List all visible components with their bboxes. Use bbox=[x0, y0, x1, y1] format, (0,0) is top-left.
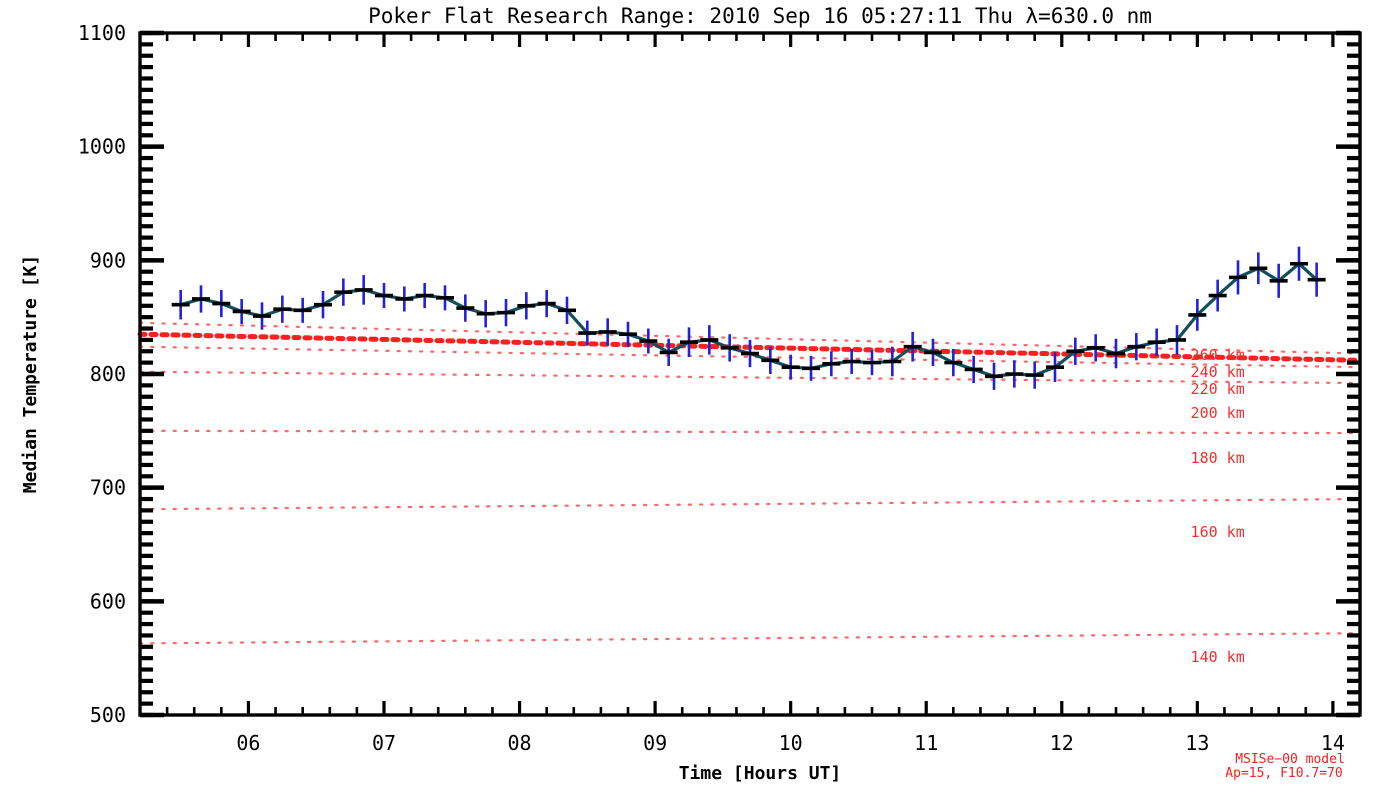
model-curve-180-km bbox=[138, 429, 1362, 435]
plot-frame bbox=[138, 31, 1362, 717]
model-curve-label-220-km: 220 km bbox=[1191, 380, 1245, 398]
error-bars bbox=[179, 246, 1318, 390]
y-tick-label: 500 bbox=[90, 703, 126, 727]
x-tick-label: 06 bbox=[236, 731, 260, 755]
msis-model-curves bbox=[137, 321, 1363, 645]
x-tick-label: 11 bbox=[914, 731, 938, 755]
x-tick-label: 08 bbox=[508, 731, 532, 755]
y-tick-label: 900 bbox=[90, 248, 126, 272]
axes-layer bbox=[138, 30, 1362, 718]
model-curve-220-km bbox=[138, 345, 1362, 369]
tick-label-layer: 06 07 08 09 10 11 12 13 14 500 600 700 800 900 1000 110… bbox=[78, 21, 1345, 755]
model-curve-label-200-km: 200 km bbox=[1191, 404, 1245, 422]
y-axis-label: Median Temperature [K] bbox=[20, 255, 41, 493]
series-line bbox=[179, 262, 1319, 378]
x-tick-label: 09 bbox=[643, 731, 667, 755]
model-curve-label-240-km: 240 km bbox=[1191, 363, 1245, 381]
x-tick-label: 14 bbox=[1321, 731, 1345, 755]
x-tick-label: 12 bbox=[1050, 731, 1074, 755]
model-curve-label-260-km: 260 km bbox=[1191, 346, 1245, 364]
x-tick-label: 07 bbox=[372, 731, 396, 755]
model-curve-200-km bbox=[138, 370, 1362, 385]
series-0 bbox=[171, 246, 1326, 390]
model-curve-label-180-km: 180 km bbox=[1191, 449, 1245, 467]
data-series-layer bbox=[171, 246, 1326, 390]
x-tick-label: 13 bbox=[1185, 731, 1209, 755]
model-curve-label-160-km: 160 km bbox=[1191, 523, 1245, 541]
y-tick-label: 1100 bbox=[78, 21, 126, 45]
x-axis-label: Time [Hours UT] bbox=[679, 763, 842, 784]
chart-title: Poker Flat Research Range: 2010 Sep 16 0… bbox=[368, 4, 1152, 28]
y-tick-label: 600 bbox=[90, 589, 126, 613]
data-point-markers bbox=[171, 261, 1326, 379]
y-tick-label: 700 bbox=[90, 476, 126, 500]
model-curve-140-km bbox=[138, 632, 1362, 645]
model-name-annotation: MSISe−00 model bbox=[1235, 752, 1345, 767]
model-params-annotation: Ap=15, F10.7=70 bbox=[1225, 766, 1342, 781]
model-curve-260-km bbox=[138, 321, 1362, 355]
y-tick-label: 800 bbox=[90, 362, 126, 386]
x-tick-label: 10 bbox=[779, 731, 803, 755]
model-curve-160-km bbox=[138, 497, 1362, 511]
model-curve-label-140-km: 140 km bbox=[1191, 648, 1245, 666]
y-tick-label: 1000 bbox=[78, 135, 126, 159]
